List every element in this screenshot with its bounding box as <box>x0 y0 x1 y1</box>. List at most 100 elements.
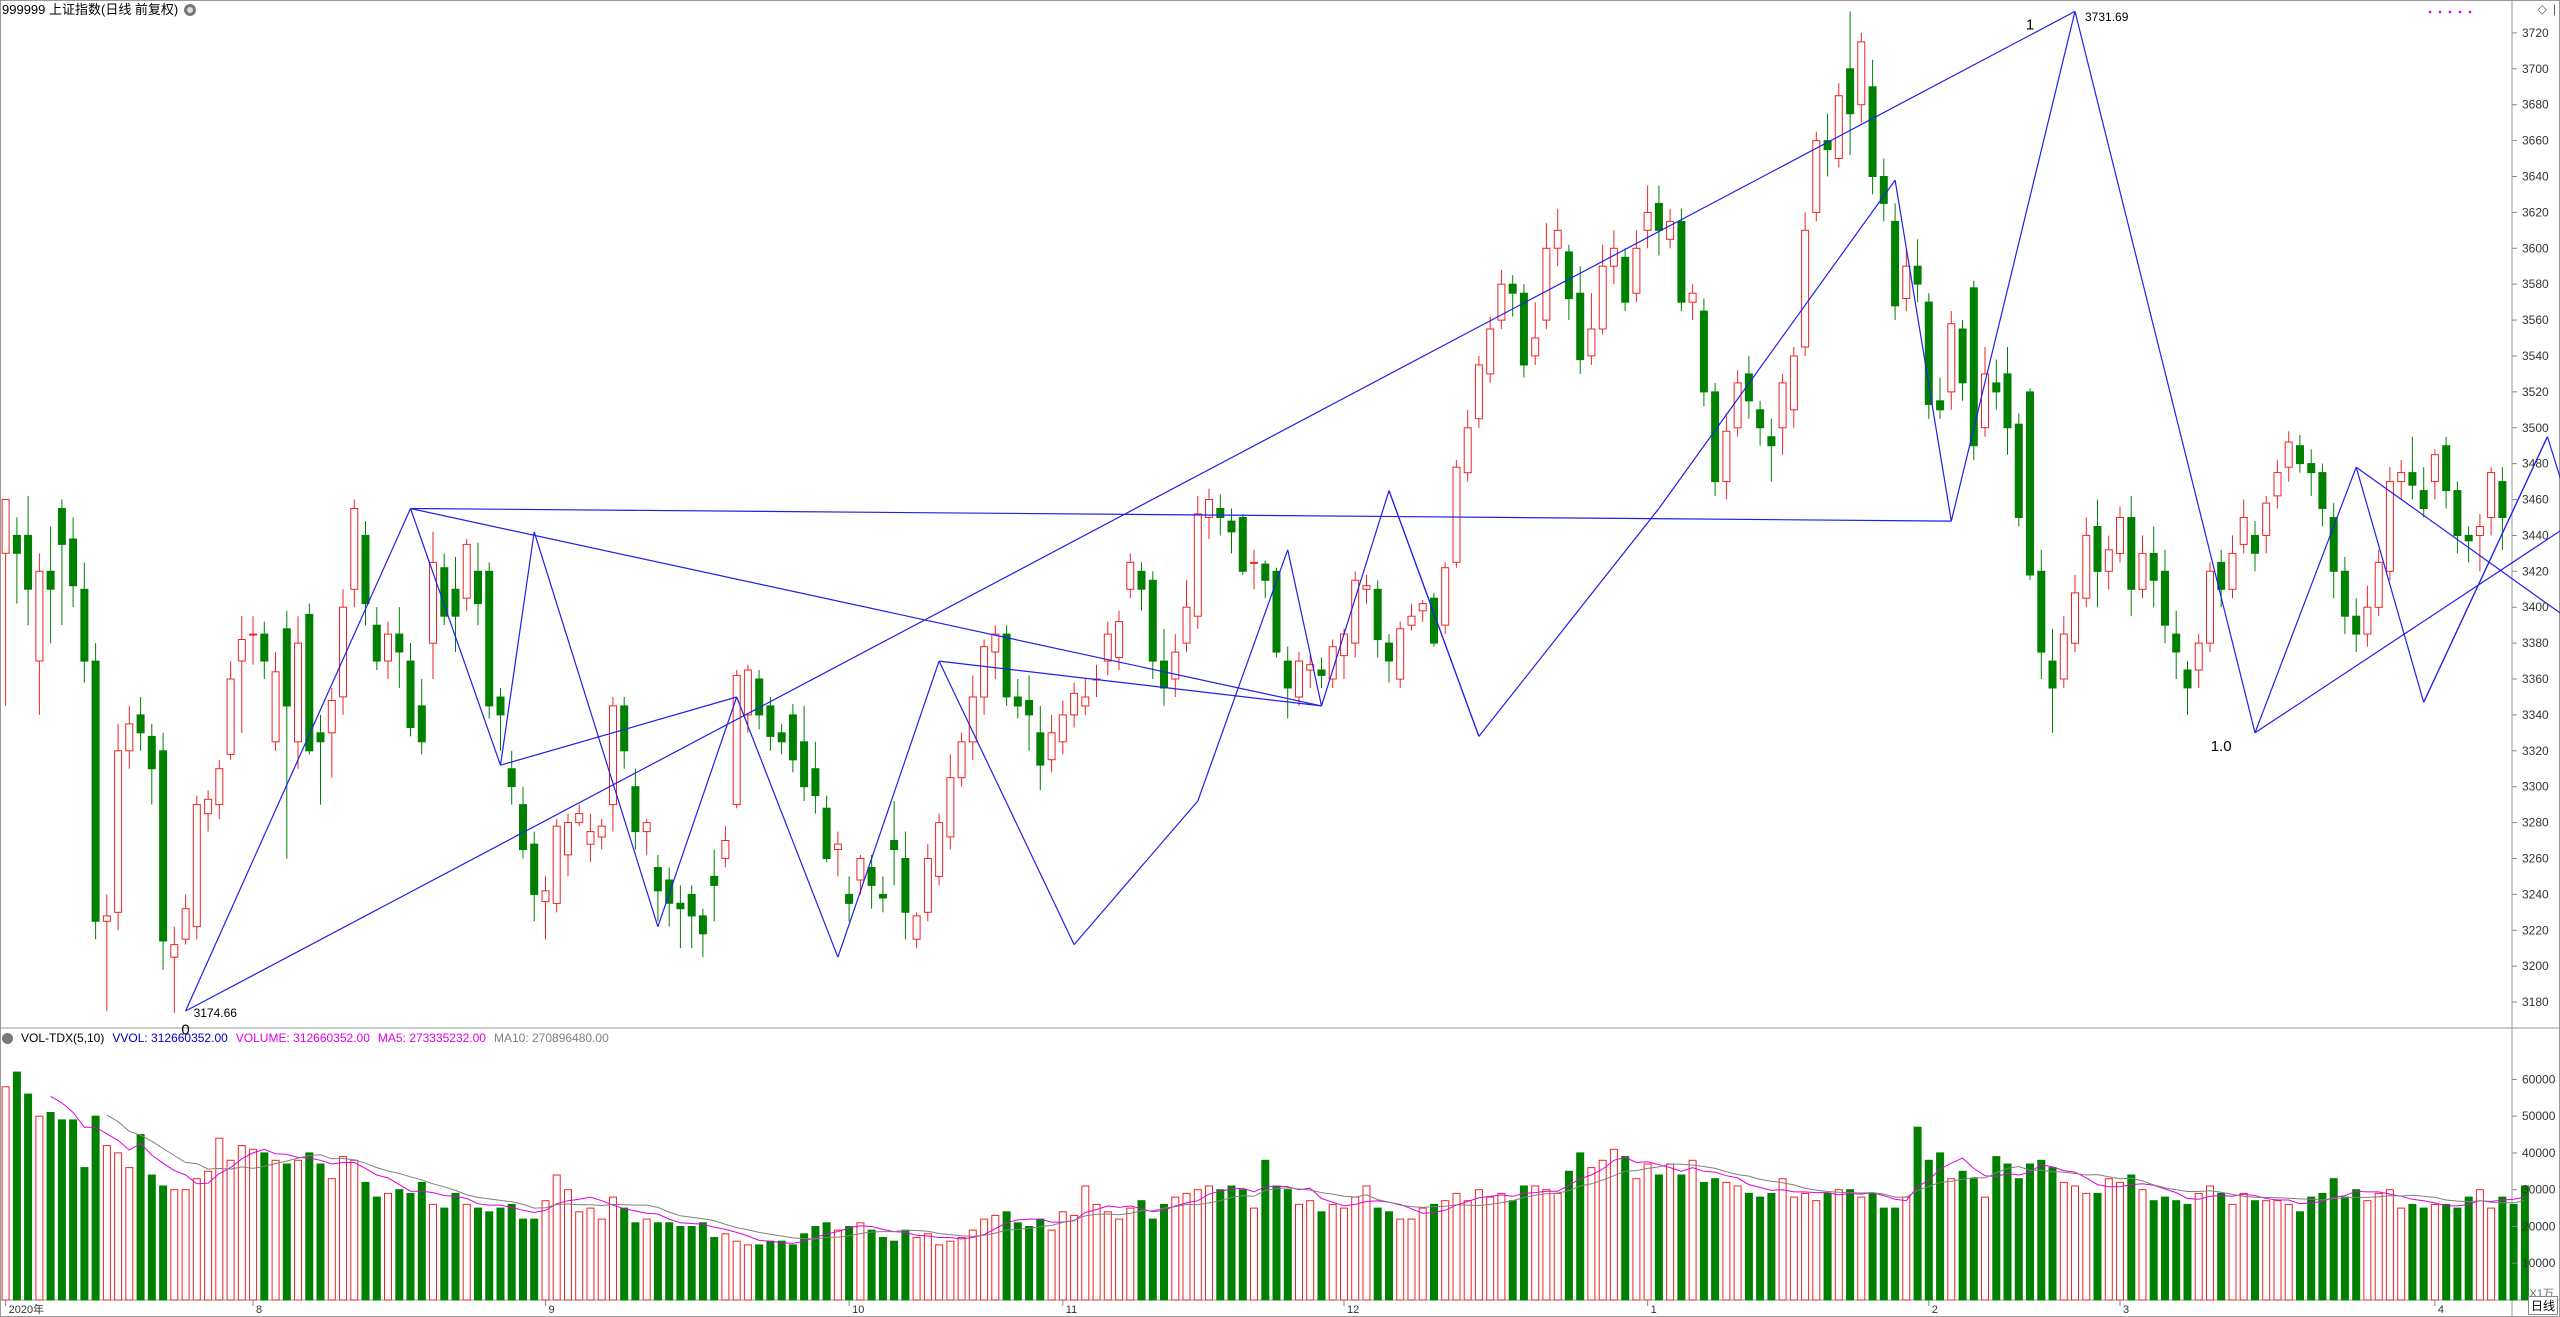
volume-bar <box>721 1233 730 1301</box>
candle-body <box>856 858 865 881</box>
candle-body <box>1418 603 1427 612</box>
candle-body <box>170 944 179 958</box>
time-tick-label: 4 <box>2438 1304 2444 1316</box>
candle-body <box>1441 567 1450 626</box>
candle-body <box>968 696 977 743</box>
wave-segment <box>2355 466 2560 614</box>
candle-body <box>507 768 516 788</box>
volume-bar <box>687 1226 696 1301</box>
candle-body <box>2363 606 2372 635</box>
candle-body <box>991 633 1000 653</box>
wave-segment <box>2423 436 2548 703</box>
candle-body <box>732 674 741 806</box>
volume-bar <box>2071 1185 2079 1301</box>
candle-body <box>867 867 876 886</box>
candle-body <box>1542 247 1551 321</box>
volume-bar <box>1261 1159 1270 1301</box>
time-tick-label: 11 <box>1066 1304 1077 1316</box>
candle-body <box>361 534 370 605</box>
vol-indicator-name[interactable]: VOL-TDX(5,10) <box>21 1031 105 1045</box>
volume-bar <box>1542 1189 1551 1301</box>
candle-body <box>1002 633 1011 698</box>
volume-bar <box>1564 1170 1573 1301</box>
period-button[interactable]: 日线 <box>2527 1296 2558 1315</box>
wave-segment <box>500 696 737 766</box>
volume-bar <box>2498 1196 2507 1301</box>
candle-body <box>2419 490 2428 510</box>
candle-body <box>1081 696 1090 707</box>
volume-bar <box>57 1119 66 1301</box>
candle-body <box>204 798 213 815</box>
candle-body <box>687 893 696 917</box>
candle-body <box>631 786 640 833</box>
candle-body <box>1924 301 1933 405</box>
candle-body <box>114 750 123 913</box>
settings-icon[interactable] <box>184 4 197 16</box>
candle-body <box>2127 517 2136 590</box>
candle-body <box>406 660 415 728</box>
wave-segment <box>1658 179 1896 509</box>
volume-bar <box>1441 1200 1450 1301</box>
candle-body <box>2239 517 2248 545</box>
volume-bar <box>1711 1178 1720 1301</box>
volume-bar <box>2442 1203 2451 1301</box>
volume-bar <box>2307 1196 2316 1301</box>
volume-bar <box>339 1156 347 1301</box>
volume-bar <box>260 1152 269 1301</box>
volume-bar <box>912 1237 921 1301</box>
volume-bar <box>1227 1185 1236 1301</box>
candle-body <box>2206 570 2214 644</box>
volume-bar <box>35 1115 44 1301</box>
volume-bar <box>2340 1196 2349 1301</box>
candle-body <box>1812 140 1821 213</box>
candle-body <box>957 741 966 779</box>
volume-bar <box>1756 1196 1765 1301</box>
wave-segment <box>1320 490 1390 707</box>
wave-segment <box>736 696 839 958</box>
candle-body <box>642 822 651 833</box>
candle-body <box>1193 513 1202 617</box>
candle-body <box>2251 534 2259 554</box>
candle-body <box>226 678 235 755</box>
volume-bar <box>384 1192 392 1301</box>
volume-bar <box>2082 1192 2091 1301</box>
diamond-icon[interactable]: ◇ <box>2537 2 2547 16</box>
candle-body <box>1216 508 1225 518</box>
wave-label: 1.0 <box>2211 738 2232 755</box>
volume-bar <box>474 1207 482 1301</box>
candle-body <box>2262 502 2271 536</box>
candle-body <box>350 508 359 590</box>
volume-bar <box>2509 1203 2518 1301</box>
candle-body <box>1497 283 1506 321</box>
candle-body <box>1992 382 2001 393</box>
candle-body <box>766 705 775 737</box>
candle-body <box>698 915 707 935</box>
indicator-settings-icon[interactable] <box>2 1032 13 1044</box>
volume-bar <box>1947 1178 1956 1301</box>
volume-bar <box>417 1181 426 1301</box>
candle-body <box>282 628 291 707</box>
volume-bar <box>2273 1200 2282 1301</box>
candle-body <box>1654 202 1663 231</box>
candle-body <box>1013 696 1022 707</box>
price-tick-label: 3180 <box>2522 995 2549 1009</box>
volume-bar <box>327 1178 336 1301</box>
candle-body <box>1463 427 1472 474</box>
candle-body <box>474 570 482 605</box>
volume-bar <box>2048 1167 2057 1301</box>
wave-segment <box>939 660 1322 707</box>
candle-body <box>91 660 100 922</box>
candle-body <box>980 646 989 698</box>
time-tick-label: 2 <box>1932 1304 1938 1316</box>
candle-body <box>294 642 302 743</box>
volume-bar <box>294 1159 302 1301</box>
volume-bar <box>1205 1185 1213 1301</box>
candle-body <box>1947 323 1956 393</box>
candle-body <box>2172 633 2181 653</box>
volume-bar <box>1171 1196 1180 1301</box>
price-tick-label: 3420 <box>2522 564 2549 578</box>
candle-body <box>1553 229 1562 249</box>
drawing-tool-dots[interactable] <box>2425 9 2475 15</box>
volume-bar <box>1744 1192 1753 1301</box>
